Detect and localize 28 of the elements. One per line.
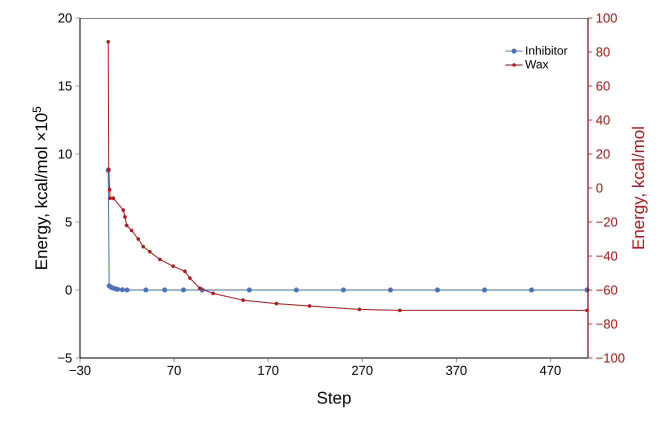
y2-axis-title: Energy, kcal/mol [632, 127, 648, 249]
legend-label: Inhibitor [526, 46, 568, 55]
y2-tick-label: 20 [596, 149, 610, 159]
y-tick-label: 10 [58, 149, 72, 159]
x-axis-title: Step [317, 392, 351, 408]
y-tick-label: −5 [58, 353, 72, 363]
y2-tick-label: 40 [596, 115, 610, 125]
y-tick-label: 0 [66, 285, 72, 295]
x-tick-label: 270 [352, 366, 373, 375]
y2-tick-label: 100 [596, 13, 617, 23]
legend-label: Wax [525, 60, 548, 68]
y2-tick-label: −80 [596, 319, 618, 329]
y-tick-label: 15 [58, 81, 72, 91]
y2-tick-label: 80 [596, 47, 610, 57]
x-tick-label: 370 [446, 366, 467, 375]
x-tick-label: 470 [540, 366, 561, 375]
y-tick-label: 20 [58, 13, 72, 23]
y-tick-label: 5 [66, 217, 72, 227]
y2-tick-label: −20 [596, 217, 618, 227]
x-tick-label: 170 [258, 366, 278, 375]
y2-tick-label: −100 [596, 353, 624, 363]
y2-tick-label: −40 [596, 251, 618, 261]
y2-tick-label: 60 [596, 81, 610, 91]
x-tick-label: 70 [168, 366, 181, 375]
y2-tick-label: −60 [596, 285, 618, 295]
x-tick-label: −30 [70, 366, 90, 375]
y-axis-title: Energy, kcal/mol ×10$^{5}$ [32, 106, 51, 269]
y2-tick-label: 0 [596, 183, 602, 193]
